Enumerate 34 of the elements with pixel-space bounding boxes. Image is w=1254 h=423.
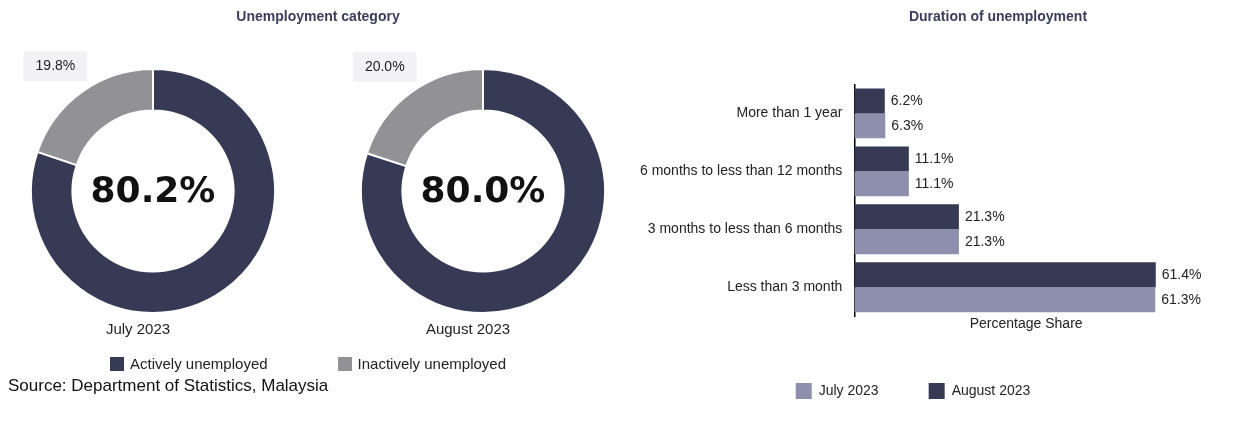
bar [854, 229, 959, 255]
legend-label: July 2023 [818, 381, 879, 398]
chart-title: Duration of unemployment [907, 8, 1089, 26]
data-label: 11.1% [914, 149, 954, 166]
data-label: 6.2% [890, 91, 923, 108]
bar [854, 287, 1156, 313]
y-tick-label: 6 months to less than 12 months [639, 162, 843, 179]
data-label: 20.0% [364, 57, 405, 74]
chart-title: Unemployment category [235, 8, 401, 26]
data-label: 21.3% [964, 207, 1005, 224]
source-note: Source: Department of Statistics, Malaysia [8, 376, 330, 396]
y-tick-label: More than 1 year [736, 104, 843, 121]
legend-label: August 2023 [951, 381, 1031, 398]
bar [854, 204, 959, 230]
y-tick-label: 3 months to less than 6 months [647, 220, 843, 237]
legend-label: Inactively unemployed [357, 355, 506, 372]
data-label: 80.0% [420, 169, 546, 211]
y-tick-label: Less than 3 month [727, 278, 843, 295]
data-label: 19.8% [35, 57, 76, 74]
bar [854, 171, 909, 197]
bar [854, 88, 885, 114]
bar [854, 262, 1156, 288]
data-label: 11.1% [914, 174, 954, 191]
text: August 2023 [424, 320, 512, 337]
data-label: 80.2% [90, 169, 216, 211]
data-label: 61.3% [1161, 290, 1201, 307]
data-label: 21.3% [964, 232, 1005, 249]
x-axis-title: Percentage Share [969, 315, 1083, 332]
bar [854, 113, 886, 139]
data-label: 61.4% [1161, 265, 1202, 282]
text: July 2023 [104, 320, 172, 337]
legend-label: Actively unemployed [130, 355, 268, 372]
data-label: 6.3% [891, 116, 924, 133]
bar [854, 146, 909, 172]
